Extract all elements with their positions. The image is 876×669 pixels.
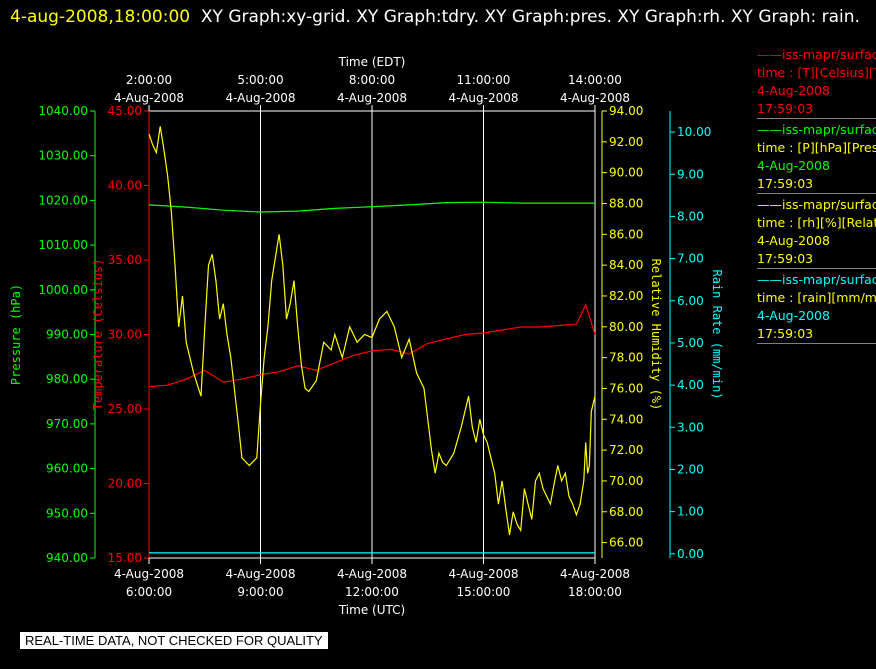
y-tick-label: 10.00 xyxy=(677,125,711,139)
y-tick-label: 960.00 xyxy=(46,462,88,476)
y-tick-label: 940.00 xyxy=(46,551,88,565)
legend-line4: 17:59:03 xyxy=(757,326,814,341)
graph-list: XY Graph:xy-grid. XY Graph:tdry. XY Grap… xyxy=(200,7,860,27)
bottom-tick-time: 12:00:00 xyxy=(345,585,399,599)
top-tick-time: 2:00:00 xyxy=(126,73,172,87)
y-tick-label: 7.00 xyxy=(677,252,704,266)
legend-line4: 17:59:03 xyxy=(757,101,814,116)
y-tick-label: 86.00 xyxy=(609,227,643,241)
quality-banner: REAL-TIME DATA, NOT CHECKED FOR QUALITY xyxy=(20,632,328,649)
y-tick-label: 20.00 xyxy=(108,477,142,491)
bottom-tick-date: 4-Aug-2008 xyxy=(114,567,184,581)
legend-line1: ——iss-mapr/surface xyxy=(757,47,876,62)
bottom-tick-time: 18:00:00 xyxy=(568,585,622,599)
y-tick-label: 35.00 xyxy=(108,253,142,267)
top-tick-time: 5:00:00 xyxy=(237,73,283,87)
legend-line3: 4-Aug-2008 xyxy=(757,158,830,173)
bottom-axis-label: Time (UTC) xyxy=(338,603,405,617)
y-tick-label: 980.00 xyxy=(46,372,88,386)
series-relative-humidity xyxy=(148,126,596,535)
page-title: 4-aug-2008,18:00:00 XY Graph:xy-grid. XY… xyxy=(10,2,860,32)
legend: ——iss-mapr/surface time : [T][Celsius][Te… xyxy=(757,46,876,346)
y-tick-label: 82.00 xyxy=(609,289,643,303)
top-tick-time: 11:00:00 xyxy=(457,73,511,87)
top-tick-date: 4-Aug-2008 xyxy=(225,91,295,105)
bottom-tick-date: 4-Aug-2008 xyxy=(337,567,407,581)
temperature-axis-label: Temperature (Celsius) xyxy=(91,259,105,411)
y-tick-label: 84.00 xyxy=(609,258,643,272)
top-tick-date: 4-Aug-2008 xyxy=(560,91,630,105)
y-tick-label: 1000.00 xyxy=(38,283,88,297)
y-tick-label: 66.00 xyxy=(609,536,643,550)
top-axis-label: Time (EDT) xyxy=(338,55,406,69)
legend-line3: 4-Aug-2008 xyxy=(757,233,830,248)
top-tick-date: 4-Aug-2008 xyxy=(337,91,407,105)
legend-line1: ——iss-mapr/surface xyxy=(757,272,876,287)
y-tick-label: 9.00 xyxy=(677,167,704,181)
timestamp: 4-aug-2008,18:00:00 xyxy=(10,7,191,27)
legend-line2: time : [P][hPa][Pressure] xyxy=(757,140,876,155)
y-tick-label: 78.00 xyxy=(609,351,643,365)
bottom-tick-time: 6:00:00 xyxy=(126,585,172,599)
y-tick-label: 68.00 xyxy=(609,505,643,519)
y-tick-label: 8.00 xyxy=(677,209,704,223)
y-tick-label: 88.00 xyxy=(609,196,643,210)
legend-line2: time : [rain][mm/min][Rain Rate] xyxy=(757,290,876,305)
legend-entry: ——iss-mapr/surface time : [rain][mm/min][… xyxy=(757,271,876,344)
y-tick-label: 1.00 xyxy=(677,505,704,519)
y-tick-label: 1020.00 xyxy=(38,193,88,207)
legend-line2: time : [rh][%][Relative Humidity] xyxy=(757,215,876,230)
rain-axis-label: Rain Rate (mm/min) xyxy=(710,269,724,399)
y-tick-label: 40.00 xyxy=(108,179,142,193)
bottom-tick-date: 4-Aug-2008 xyxy=(448,567,518,581)
legend-line3: 4-Aug-2008 xyxy=(757,83,830,98)
top-tick-time: 14:00:00 xyxy=(568,73,622,87)
y-tick-label: 2.00 xyxy=(677,462,704,476)
y-tick-label: 5.00 xyxy=(677,336,704,350)
top-tick-date: 4-Aug-2008 xyxy=(448,91,518,105)
bottom-tick-time: 15:00:00 xyxy=(457,585,511,599)
y-tick-label: 970.00 xyxy=(46,417,88,431)
y-tick-label: 94.00 xyxy=(609,104,643,118)
series-pressure xyxy=(148,201,595,213)
legend-line1: ——iss-mapr/surface xyxy=(757,197,876,212)
legend-entry: ——iss-mapr/surface time : [rh][%][Relativ… xyxy=(757,196,876,269)
y-tick-label: 6.00 xyxy=(677,294,704,308)
y-tick-label: 15.00 xyxy=(108,551,142,565)
legend-line4: 17:59:03 xyxy=(757,176,814,191)
y-tick-label: 1010.00 xyxy=(38,238,88,252)
y-tick-label: 950.00 xyxy=(46,506,88,520)
pressure-axis-label: Pressure (hPa) xyxy=(9,284,23,385)
bottom-tick-time: 9:00:00 xyxy=(237,585,283,599)
y-tick-label: 72.00 xyxy=(609,443,643,457)
bottom-tick-date: 4-Aug-2008 xyxy=(560,567,630,581)
y-tick-label: 70.00 xyxy=(609,474,643,488)
legend-line1: ——iss-mapr/surface xyxy=(757,122,876,137)
legend-line4: 17:59:03 xyxy=(757,251,814,266)
legend-entry: ——iss-mapr/surface time : [P][hPa][Pressu… xyxy=(757,121,876,194)
y-tick-label: 0.00 xyxy=(677,547,704,561)
y-tick-label: 1030.00 xyxy=(38,149,88,163)
humidity-axis-label: Relative Humidity (%) xyxy=(649,259,663,411)
y-tick-label: 45.00 xyxy=(108,104,142,118)
y-tick-label: 90.00 xyxy=(609,166,643,180)
top-tick-date: 4-Aug-2008 xyxy=(114,91,184,105)
y-tick-label: 92.00 xyxy=(609,135,643,149)
y-tick-label: 30.00 xyxy=(108,328,142,342)
y-tick-label: 74.00 xyxy=(609,412,643,426)
y-tick-label: 25.00 xyxy=(108,402,142,416)
legend-line3: 4-Aug-2008 xyxy=(757,308,830,323)
y-tick-label: 990.00 xyxy=(46,328,88,342)
y-tick-label: 1040.00 xyxy=(38,104,88,118)
top-tick-time: 8:00:00 xyxy=(349,73,395,87)
legend-line2: time : [T][Celsius][Temperature] xyxy=(757,65,876,80)
bottom-tick-date: 4-Aug-2008 xyxy=(225,567,295,581)
y-tick-label: 76.00 xyxy=(609,381,643,395)
y-tick-label: 80.00 xyxy=(609,320,643,334)
y-tick-label: 4.00 xyxy=(677,378,704,392)
legend-entry: ——iss-mapr/surface time : [T][Celsius][Te… xyxy=(757,46,876,119)
y-tick-label: 3.00 xyxy=(677,420,704,434)
